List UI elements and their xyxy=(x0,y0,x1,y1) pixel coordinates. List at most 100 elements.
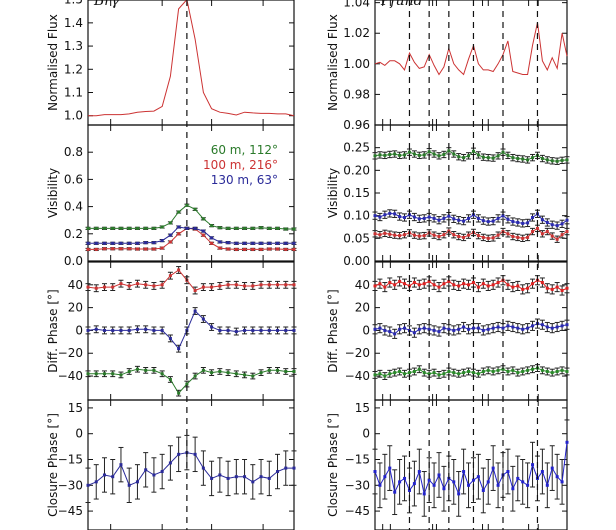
y-tick-label: −20 xyxy=(58,346,83,360)
data-point xyxy=(243,241,247,245)
data-point xyxy=(168,233,172,237)
data-point xyxy=(511,220,515,224)
data-point xyxy=(560,289,564,293)
data-point xyxy=(427,215,431,219)
data-point xyxy=(481,282,485,286)
data-point xyxy=(94,372,98,376)
data-point xyxy=(457,492,461,496)
y-tick-label: 0 xyxy=(75,427,83,441)
y-tick-label: 0.15 xyxy=(343,186,370,200)
data-point xyxy=(177,268,181,272)
data-point xyxy=(393,332,397,336)
data-point xyxy=(432,233,436,237)
data-point xyxy=(476,216,480,220)
data-point xyxy=(383,285,387,289)
data-point xyxy=(540,218,544,222)
data-point xyxy=(526,368,530,372)
right-diff-phase-panel: −40 −20 0 20 40 Diff. Phase [°] xyxy=(326,261,570,401)
data-point xyxy=(403,153,407,157)
data-point xyxy=(467,327,471,331)
data-point xyxy=(185,203,189,207)
data-point xyxy=(501,150,505,154)
data-point xyxy=(388,281,392,285)
data-point xyxy=(218,226,222,230)
data-point xyxy=(160,328,164,332)
data-point xyxy=(417,283,421,287)
data-point xyxy=(565,158,569,162)
data-point xyxy=(234,372,238,376)
data-point xyxy=(243,247,247,251)
data-point xyxy=(501,214,505,218)
data-point xyxy=(86,241,90,245)
data-point xyxy=(276,328,280,332)
data-point xyxy=(94,480,98,484)
data-point xyxy=(185,382,189,386)
data-point xyxy=(491,466,495,470)
data-point xyxy=(432,216,436,220)
data-point xyxy=(555,237,559,241)
data-point xyxy=(467,483,471,487)
data-point xyxy=(94,247,98,251)
data-point xyxy=(378,372,382,376)
data-point xyxy=(442,152,446,156)
y-tick-label: −45 xyxy=(345,504,370,518)
data-point xyxy=(481,369,485,373)
axes-frame xyxy=(374,399,568,530)
data-point xyxy=(467,154,471,158)
data-point xyxy=(292,241,296,245)
data-point xyxy=(111,247,115,251)
data-point xyxy=(160,225,164,229)
series-line xyxy=(374,227,568,240)
data-point xyxy=(135,327,139,331)
data-point xyxy=(102,372,106,376)
data-point xyxy=(152,284,156,288)
data-point xyxy=(259,475,263,479)
data-point xyxy=(144,368,148,372)
y-axis-label: Visibility xyxy=(326,168,340,218)
data-point xyxy=(185,226,189,230)
y-axis-label: Diff. Phase [°] xyxy=(46,289,60,372)
data-point xyxy=(427,372,431,376)
data-point xyxy=(144,283,148,287)
data-point xyxy=(442,216,446,220)
y-axis-label: Diff. Phase [°] xyxy=(326,289,340,372)
data-point xyxy=(462,156,466,160)
data-point xyxy=(476,285,480,289)
y-axis-label: Visibility xyxy=(46,168,60,218)
data-point xyxy=(201,368,205,372)
y-tick-label: −15 xyxy=(58,452,83,466)
axes-frame xyxy=(87,399,295,530)
data-point xyxy=(432,283,436,287)
data-point xyxy=(398,153,402,157)
data-point xyxy=(516,157,520,161)
data-point xyxy=(417,327,421,331)
data-point xyxy=(457,327,461,331)
data-point xyxy=(447,279,451,283)
data-point xyxy=(437,473,441,477)
data-point xyxy=(234,241,238,245)
data-point xyxy=(234,226,238,230)
data-point xyxy=(152,247,156,251)
data-point xyxy=(119,241,123,245)
data-point xyxy=(388,466,392,470)
data-point xyxy=(193,309,197,313)
data-point xyxy=(437,285,441,289)
data-point xyxy=(210,241,214,245)
data-point xyxy=(511,325,515,329)
data-point xyxy=(506,470,510,474)
data-point xyxy=(526,158,530,162)
data-point xyxy=(152,473,156,477)
y-tick-label: −30 xyxy=(345,478,370,492)
data-point xyxy=(267,241,271,245)
series-0 xyxy=(372,147,570,165)
data-point xyxy=(94,286,98,290)
data-point xyxy=(452,328,456,332)
data-point xyxy=(531,463,535,467)
data-point xyxy=(201,285,205,289)
data-point xyxy=(417,217,421,221)
data-point xyxy=(373,470,377,474)
data-point xyxy=(94,327,98,331)
data-point xyxy=(412,233,416,237)
data-point xyxy=(102,247,106,251)
y-tick-label: −20 xyxy=(345,346,370,360)
